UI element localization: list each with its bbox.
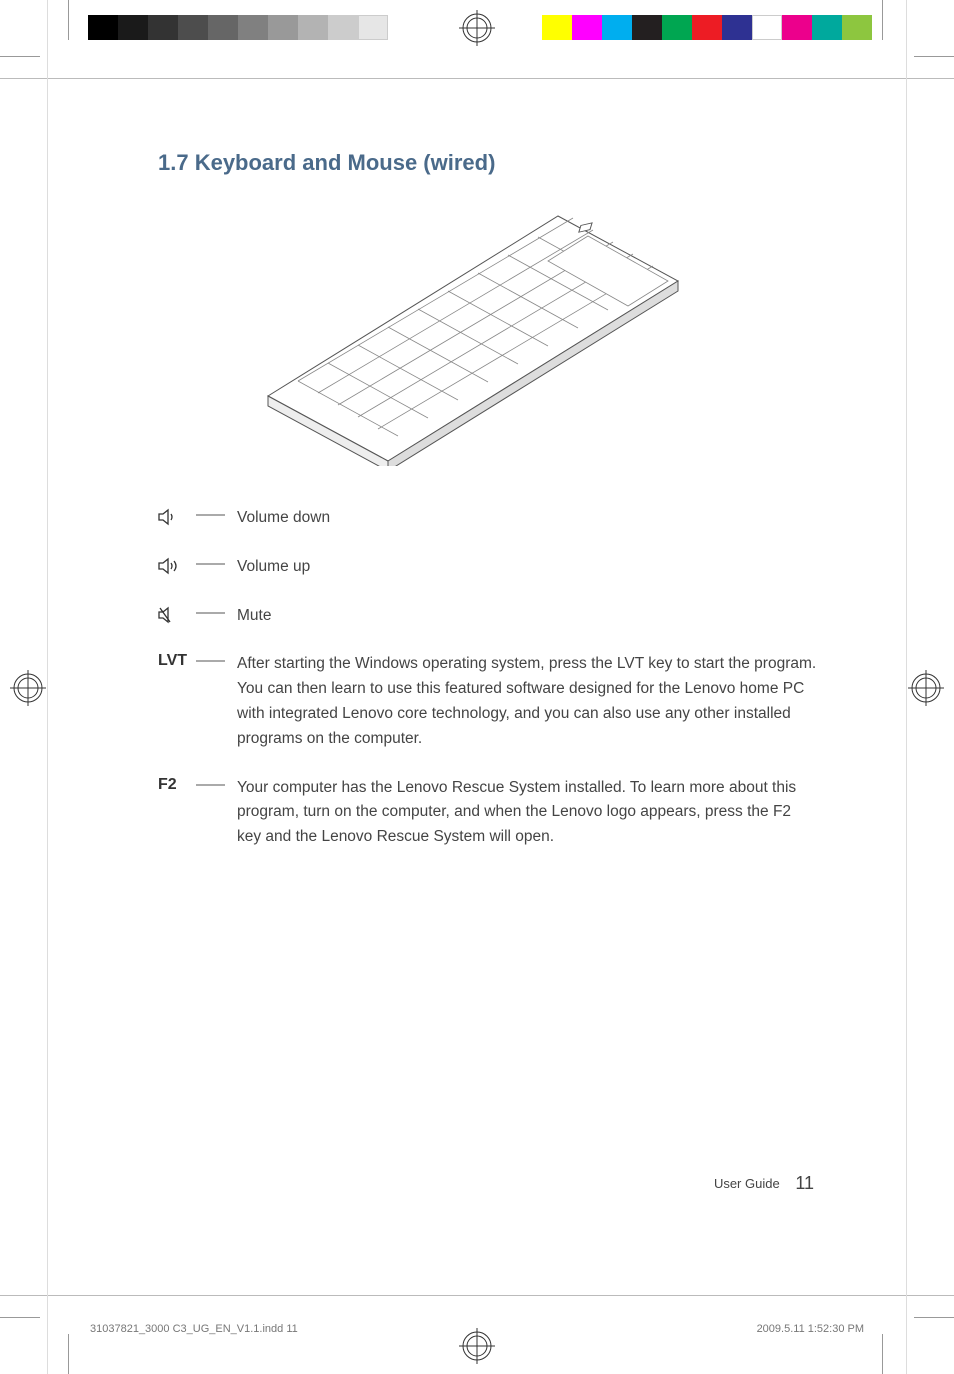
print-slug: 31037821_3000 C3_UG_EN_V1.1.indd 11 2009… (90, 1323, 864, 1335)
slug-file: 31037821_3000 C3_UG_EN_V1.1.indd 11 (90, 1323, 298, 1335)
key-text: Your computer has the Lenovo Rescue Syst… (237, 776, 818, 850)
key-dash: —— (192, 652, 237, 669)
volume-down-icon (158, 506, 192, 528)
key-text: Mute (237, 604, 271, 629)
slug-timestamp: 2009.5.11 1:52:30 PM (757, 1323, 864, 1335)
key-definitions: —— Volume down —— Volume up —— Mute LVT … (158, 506, 818, 850)
mute-icon (158, 604, 192, 626)
key-row-volume-up: —— Volume up (158, 555, 818, 580)
registration-target-top (459, 10, 495, 46)
key-row-f2: F2 —— Your computer has the Lenovo Rescu… (158, 776, 818, 850)
key-text: After starting the Windows operating sys… (237, 652, 818, 751)
section-heading: 1.7 Keyboard and Mouse (wired) (158, 150, 818, 176)
keyboard-illustration (258, 206, 688, 466)
key-text: Volume down (237, 506, 330, 531)
page-number: 11 (795, 1173, 814, 1193)
key-dash: —— (192, 604, 237, 621)
key-row-mute: —— Mute (158, 604, 818, 629)
key-dash: —— (192, 776, 237, 793)
key-text: Volume up (237, 555, 310, 580)
volume-up-icon (158, 555, 192, 577)
page-content: 1.7 Keyboard and Mouse (wired) (158, 150, 818, 874)
f2-key-label: F2 (158, 776, 192, 794)
lvt-key-label: LVT (158, 652, 192, 670)
page-footer: User Guide 11 (714, 1173, 814, 1194)
registration-target-left (10, 670, 46, 706)
footer-label: User Guide (714, 1176, 780, 1191)
registration-target-right (908, 670, 944, 706)
key-row-lvt: LVT —— After starting the Windows operat… (158, 652, 818, 751)
key-row-volume-down: —— Volume down (158, 506, 818, 531)
key-dash: —— (192, 506, 237, 523)
key-dash: —— (192, 555, 237, 572)
